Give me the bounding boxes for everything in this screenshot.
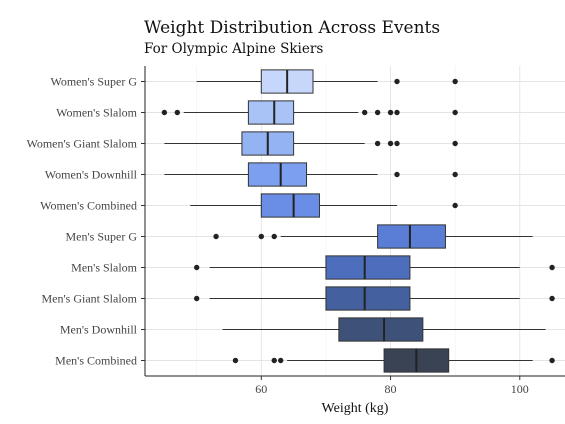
y-tick-label: Women's Combined <box>40 199 137 213</box>
outlier-point <box>193 264 200 271</box>
outlier-point <box>271 233 277 240</box>
x-tick-label: 60 <box>255 382 267 396</box>
box <box>338 317 424 342</box>
outlier-point <box>258 233 265 240</box>
outlier-point <box>452 202 458 209</box>
outlier-point <box>387 109 394 116</box>
chart-subtitle: For Olympic Alpine Skiers <box>144 41 324 57</box>
box <box>247 100 295 125</box>
outlier-point <box>452 78 458 85</box>
y-tick-label: Men's Downhill <box>60 323 138 337</box>
box <box>325 286 411 311</box>
y-tick-label: Women's Slalom <box>56 106 138 120</box>
y-tick-label: Women's Downhill <box>45 168 138 182</box>
x-tick-label: 100 <box>511 382 529 396</box>
box <box>260 193 320 218</box>
outlier-point <box>161 109 168 116</box>
outlier-point <box>374 109 381 116</box>
outlier-point <box>549 264 555 271</box>
y-tick-label: Women's Giant Slalom <box>26 137 137 151</box>
outlier-point <box>374 140 381 147</box>
box <box>247 162 308 187</box>
x-axis-title: Weight (kg) <box>322 401 389 416</box>
chart-title: Weight Distribution Across Events <box>144 18 441 38</box>
outlier-point <box>361 109 368 116</box>
outlier-point <box>549 295 555 302</box>
outlier-point <box>394 140 400 147</box>
y-tick-label: Men's Combined <box>55 354 137 368</box>
outlier-point <box>394 109 400 116</box>
outlier-point <box>174 109 181 116</box>
y-tick-label: Women's Super G <box>50 75 137 89</box>
x-tick-label: 80 <box>385 382 397 396</box>
outlier-point <box>549 357 555 364</box>
outlier-point <box>271 357 277 364</box>
outlier-point <box>193 295 200 302</box>
outlier-point <box>452 140 458 147</box>
outlier-point <box>452 109 458 116</box>
outlier-point <box>387 140 394 147</box>
outlier-point <box>232 357 239 364</box>
outlier-point <box>394 171 400 178</box>
y-tick-label: Men's Slalom <box>71 261 137 275</box>
outlier-point <box>452 171 458 178</box>
y-tick-label: Men's Giant Slalom <box>42 292 138 306</box>
outlier-point <box>394 78 400 85</box>
outlier-point <box>213 233 219 240</box>
y-tick-label: Men's Super G <box>66 230 138 244</box>
outlier-point <box>277 357 284 364</box>
box <box>377 224 446 249</box>
box <box>325 255 411 280</box>
